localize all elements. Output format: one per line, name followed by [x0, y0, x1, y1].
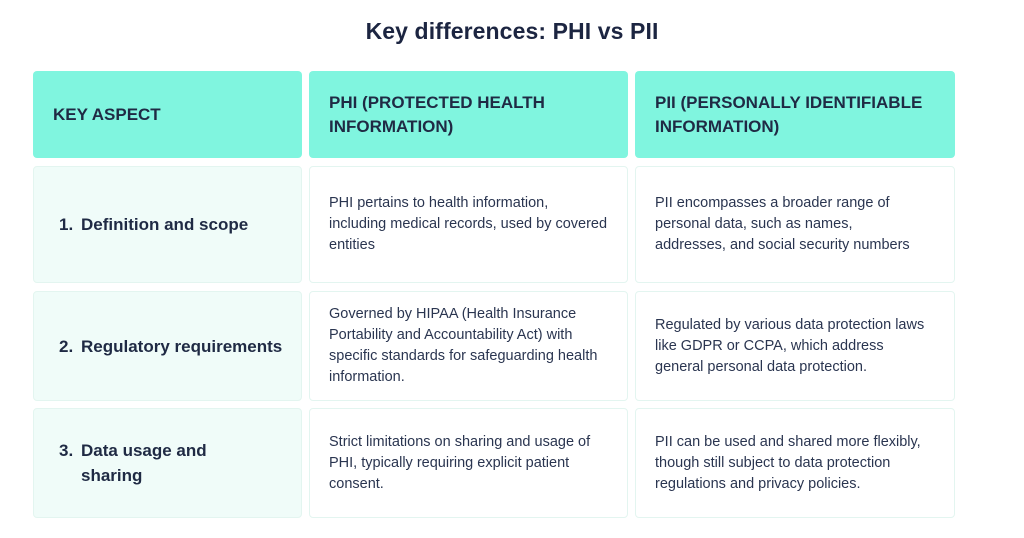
header-pii: PII (PERSONALLY IDENTIFIABLE INFORMATION…	[635, 71, 955, 158]
phi-description: Strict limitations on sharing and usage …	[329, 433, 591, 492]
header-label: PII (PERSONALLY IDENTIFIABLE INFORMATION…	[655, 92, 923, 136]
phi-description: Governed by HIPAA (Health Insurance Port…	[329, 306, 598, 385]
row-number: 3.	[59, 441, 74, 460]
table-cell-phi: Governed by HIPAA (Health Insurance Port…	[309, 291, 628, 401]
aspect-label: Definition and scope	[81, 215, 249, 234]
phi-description: PHI pertains to health information, incl…	[329, 195, 608, 253]
aspect-label: Regulatory requirements	[81, 336, 283, 356]
table-cell-phi: PHI pertains to health information, incl…	[309, 166, 628, 283]
header-label: PHI (PROTECTED HEALTH INFORMATION)	[329, 92, 545, 136]
pii-description: PII encompasses a broader range of perso…	[655, 195, 910, 253]
header-phi: PHI (PROTECTED HEALTH INFORMATION)	[309, 71, 628, 158]
table-cell-pii: Regulated by various data protection law…	[635, 291, 955, 401]
page-title: Key differences: PHI vs PII	[365, 18, 659, 44]
row-number: 2.	[59, 336, 74, 356]
table-cell-phi: Strict limitations on sharing and usage …	[309, 408, 628, 518]
table-cell-pii: PII encompasses a broader range of perso…	[635, 166, 955, 283]
table-row-aspect: 1. Definition and scope	[33, 166, 302, 283]
pii-description: PII can be used and shared more flexibly…	[655, 433, 921, 492]
pii-description: Regulated by various data protection law…	[655, 316, 925, 375]
row-number: 1.	[59, 215, 74, 234]
header-label: KEY ASPECT	[53, 104, 161, 124]
header-key-aspect: KEY ASPECT	[33, 71, 302, 158]
aspect-label: Data usage and sharing	[81, 441, 207, 485]
table-row-aspect: 3. Data usage and sharing	[33, 408, 302, 518]
table-row-aspect: 2. Regulatory requirements	[33, 291, 302, 401]
table-cell-pii: PII can be used and shared more flexibly…	[635, 408, 955, 518]
